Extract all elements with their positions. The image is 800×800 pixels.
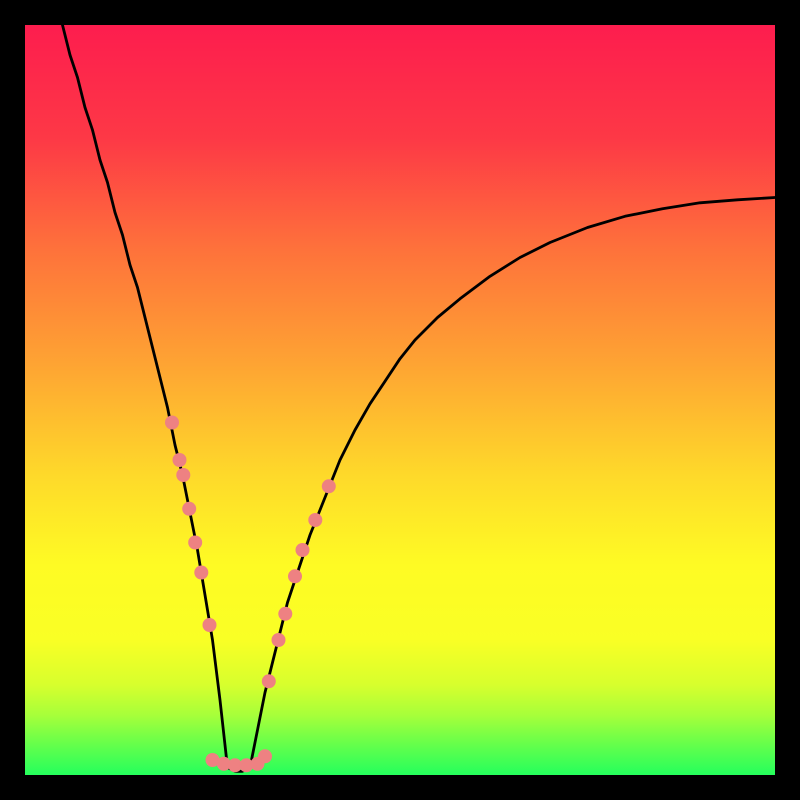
marker-dot — [173, 453, 187, 467]
marker-dot — [188, 536, 202, 550]
marker-dot — [182, 502, 196, 516]
marker-dot — [165, 416, 179, 430]
marker-dot — [308, 513, 322, 527]
frame-right — [775, 0, 800, 800]
marker-dot — [203, 618, 217, 632]
marker-dot — [296, 543, 310, 557]
marker-dot — [194, 566, 208, 580]
gradient-background — [25, 25, 775, 775]
marker-dot — [322, 479, 336, 493]
marker-dot — [278, 607, 292, 621]
frame-bottom — [0, 775, 800, 800]
marker-dot — [262, 674, 276, 688]
frame-left — [0, 0, 25, 800]
bottleneck-chart — [25, 25, 775, 775]
marker-dot — [272, 633, 286, 647]
marker-dot — [288, 569, 302, 583]
frame-top — [0, 0, 800, 25]
marker-dot — [258, 749, 272, 763]
marker-dot — [176, 468, 190, 482]
